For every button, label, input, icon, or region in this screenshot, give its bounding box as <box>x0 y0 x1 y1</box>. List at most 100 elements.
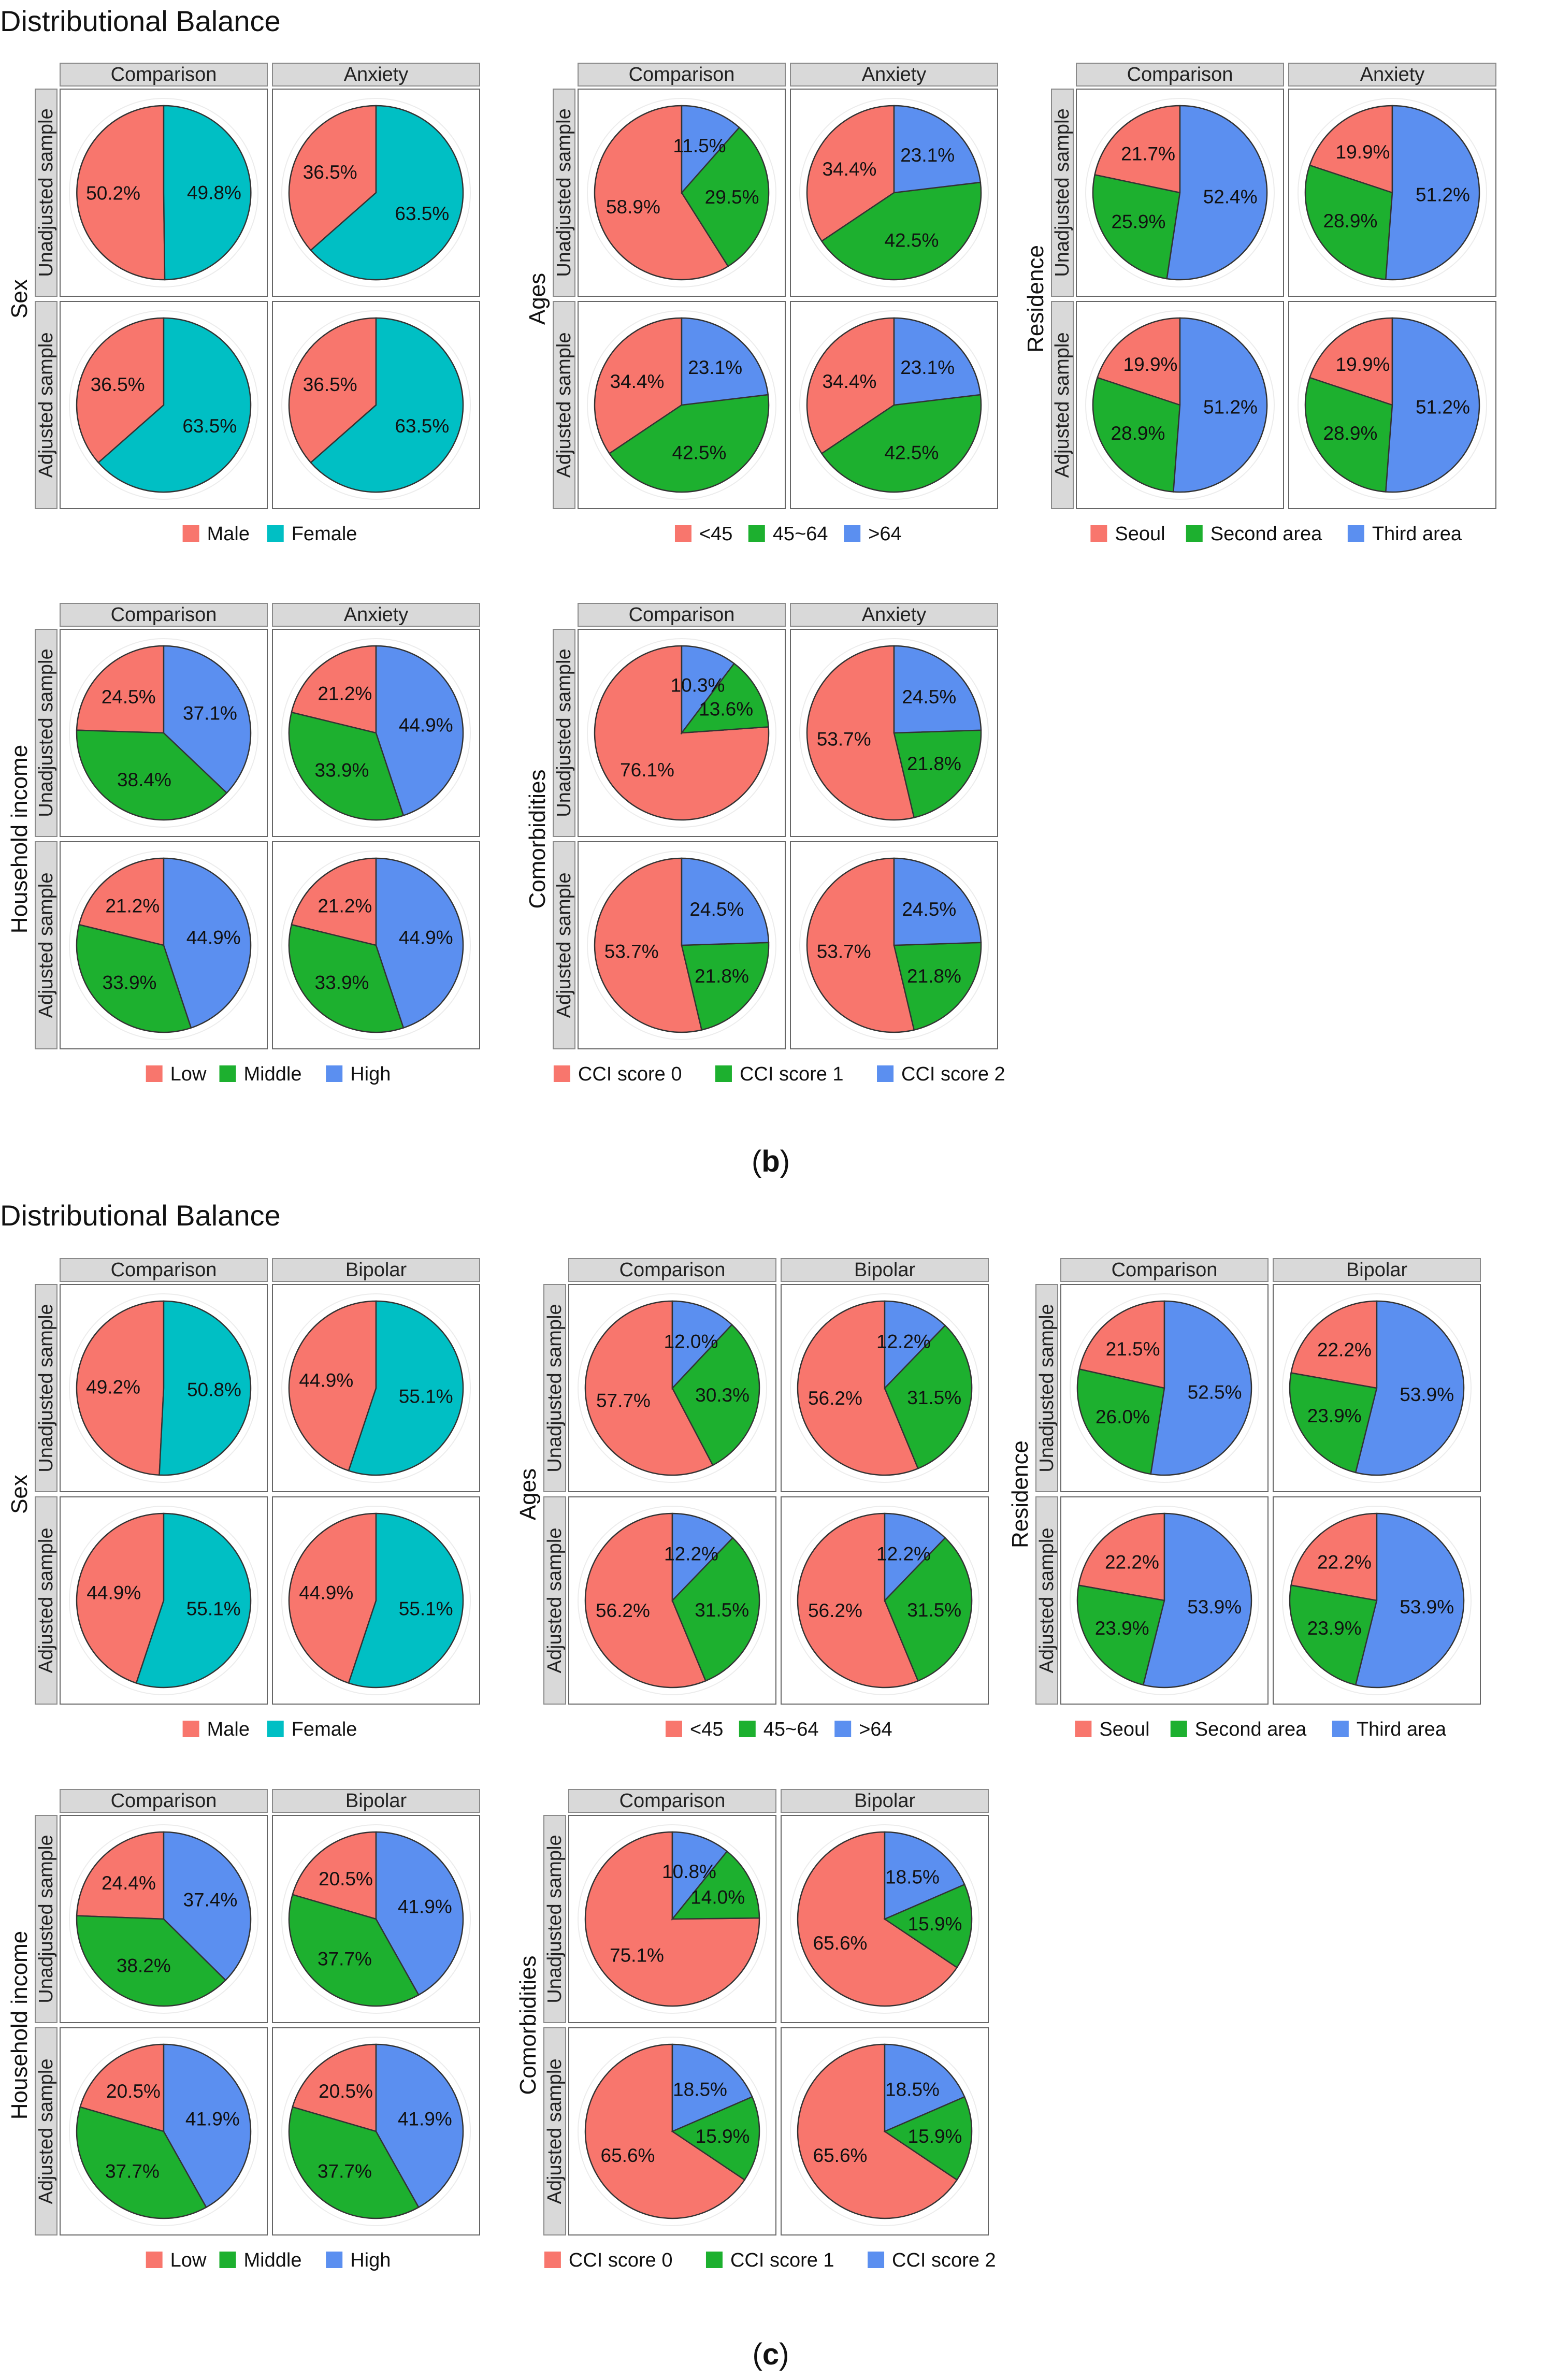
slice-label-female: 49.8% <box>187 182 241 203</box>
slice-label-third-area: 53.9% <box>1400 1596 1454 1618</box>
figure-c-caption-open: ( <box>753 2338 762 2371</box>
chart-c-household-income: Household income Comparison Bipolar Unadjus… <box>7 1789 480 2271</box>
slice-label-45-64: 29.5% <box>705 186 759 208</box>
column-label-anxiety: Anxiety <box>344 604 409 626</box>
row-strip-unadjusted-sample <box>543 1815 566 2023</box>
slice-label-male: 44.9% <box>299 1582 353 1604</box>
column-strip-bipolar <box>272 1258 480 1282</box>
slice-label-male: 36.5% <box>91 374 145 395</box>
slice-label-low: 24.4% <box>102 1872 156 1894</box>
chart-b-household-income: Household income Comparison Anxiety Unadjus… <box>7 603 480 1085</box>
legend-key-seoul <box>1089 524 1108 543</box>
chart-c-sex: Sex Comparison Bipolar Unadjusted sample Adj… <box>7 1258 480 1740</box>
polar-grid-circle <box>1282 1293 1472 1483</box>
slice-second-area <box>1304 164 1393 280</box>
polar-grid-circle <box>281 310 471 500</box>
legend-label-45-64: 45~64 <box>763 1719 819 1740</box>
pie-unadjusted-sample-comparison: 50.2% 49.8% <box>60 89 268 297</box>
column-label-anxiety: Anxiety <box>1360 64 1425 85</box>
figure-c-title: Distributional Balance <box>0 1199 281 1232</box>
column-label-comparison: Comparison <box>111 1790 217 1812</box>
chart-b-sex: Sex Comparison Anxiety Unadjusted sample Adj… <box>7 63 480 545</box>
pie-unadjusted-sample-comparison: 58.9% 29.5% 11.5% <box>578 89 786 297</box>
pie-unadjusted-sample-comparison: 21.5% 26.0% 52.5% <box>1060 1284 1269 1492</box>
slice-female <box>310 317 464 493</box>
pie-unadjusted-sample-bipolar: 22.2% 23.9% 53.9% <box>1273 1284 1481 1492</box>
legend-key-high <box>325 1064 344 1083</box>
column-label-comparison: Comparison <box>629 64 735 85</box>
row-label-unadjusted-sample: Unadjusted sample <box>1036 1304 1058 1472</box>
legend-label-third-area: Third area <box>1357 1719 1447 1740</box>
slice-label-lt45: 57.7% <box>596 1390 651 1411</box>
variable-label-household-income: Household income <box>7 745 32 933</box>
legend-b-sex: Male Female <box>181 523 357 545</box>
variable-label-comorbidities: Comorbidities <box>515 1956 541 2095</box>
column-label-bipolar: Bipolar <box>854 1259 916 1281</box>
legend-key-middle <box>218 2251 237 2269</box>
slice-label-low: 20.5% <box>106 2081 161 2102</box>
slice-gt64 <box>681 105 740 195</box>
legend-label-high: High <box>350 2249 391 2271</box>
polar-grid-circle <box>1085 310 1275 500</box>
legend-key-male <box>181 1720 200 1738</box>
pie-adjusted-sample-comparison: 65.6% 15.9% 18.5% <box>568 2027 776 2235</box>
column-strip-comparison <box>578 603 786 627</box>
slice-label-45-64: 31.5% <box>695 1599 749 1621</box>
slice-seoul <box>1094 105 1181 194</box>
slice-label-cci-score-2: 10.8% <box>662 1861 716 1882</box>
column-strip-bipolar <box>781 1789 989 1813</box>
polar-grid-circle <box>69 1293 258 1483</box>
variable-label-comorbidities: Comorbidities <box>525 770 550 909</box>
row-label-unadjusted-sample: Unadjusted sample <box>544 1835 566 2003</box>
column-strip-bipolar <box>272 1789 480 1813</box>
slice-cci-score-1 <box>883 2096 973 2181</box>
slice-label-second-area: 28.9% <box>1111 423 1165 444</box>
legend-key-male <box>181 524 200 543</box>
slice-male <box>76 1300 165 1476</box>
slice-low <box>291 645 377 734</box>
row-label-adjusted-sample: Adjusted sample <box>1036 1528 1058 1674</box>
row-strip-adjusted-sample <box>543 1496 566 1705</box>
slice-third-area <box>1166 105 1268 281</box>
polar-grid-circle <box>578 1506 767 1695</box>
slice-label-third-area: 51.2% <box>1416 184 1470 206</box>
figure-c-caption-close: ) <box>779 2338 789 2371</box>
polar-grid-circle <box>69 850 258 1040</box>
legend-key-cci-score-2 <box>876 1064 895 1083</box>
slice-second-area <box>1289 1372 1378 1474</box>
slice-label-lt45: 56.2% <box>808 1388 862 1409</box>
legend-b-ages: <45 45~64 >64 <box>673 523 902 545</box>
slice-label-female: 50.8% <box>187 1379 241 1400</box>
polar-grid-circle <box>281 2037 471 2226</box>
polar-grid-circle <box>281 1824 471 2014</box>
legend-label-cci-score-0: CCI score 0 <box>578 1063 682 1085</box>
slice-label-gt64: 23.1% <box>900 145 955 166</box>
column-label-comparison: Comparison <box>619 1790 726 1812</box>
slice-label-third-area: 53.9% <box>1400 1384 1454 1405</box>
slice-label-cci-score-0: 65.6% <box>601 2145 655 2166</box>
slice-label-45-64: 42.5% <box>884 229 939 251</box>
row-label-unadjusted-sample: Unadjusted sample <box>553 648 575 817</box>
slice-label-cci-score-2: 18.5% <box>673 2079 727 2100</box>
polar-grid-circle <box>69 98 258 287</box>
slice-label-female: 63.5% <box>182 415 237 437</box>
slice-label-high: 41.9% <box>398 1896 452 1917</box>
column-label-comparison: Comparison <box>619 1259 726 1281</box>
slice-second-area <box>1076 1584 1165 1686</box>
variable-label-ages: Ages <box>515 1468 541 1520</box>
pie-unadjusted-sample-bipolar: 65.6% 15.9% 18.5% <box>781 1815 989 2023</box>
slice-label-cci-score-1: 15.9% <box>908 2126 962 2147</box>
slice-high <box>163 645 252 794</box>
legend-key-cci-score-2 <box>867 2251 886 2269</box>
chart-blocks: Sex Comparison Anxiety Unadjusted sample Adj… <box>7 63 1496 2271</box>
column-strip-comparison <box>568 1789 776 1813</box>
slice-label-gt64: 12.2% <box>876 1331 931 1352</box>
slice-third-area <box>1385 317 1480 493</box>
legend-label-female: Female <box>292 523 357 545</box>
slice-label-third-area: 52.4% <box>1203 186 1258 207</box>
slice-label-cci-score-2: 18.5% <box>885 1867 940 1888</box>
slice-label-gt64: 11.5% <box>673 135 726 156</box>
legend-label-second-area: Second area <box>1195 1719 1307 1740</box>
slice-label-gt64: 23.1% <box>900 357 955 378</box>
row-strip-unadjusted-sample <box>553 89 575 297</box>
